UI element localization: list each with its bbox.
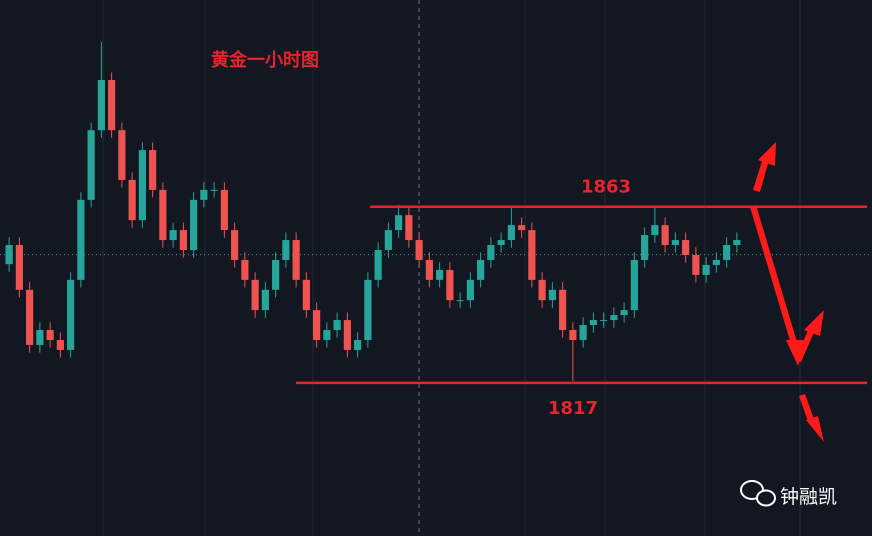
candle-body [610,315,618,321]
candle-body [313,310,321,340]
candle-body [559,289,567,331]
candle-body [702,264,710,275]
candle-body [67,279,75,350]
candle-body [630,259,638,311]
candle-body [138,150,146,221]
candle-body [108,80,116,131]
candle-body [87,130,95,200]
candle-body [579,325,587,340]
candle-body [425,259,433,280]
arrow-head [804,310,824,336]
candle-body [589,320,597,326]
candle-body [641,235,649,260]
candle-body [456,300,464,302]
candle-body [302,279,310,311]
arrow-head [758,142,776,166]
candle-body [272,259,280,290]
candle-body [384,230,392,251]
candle-body [46,330,54,340]
candle-body [528,230,536,280]
candle-body [548,289,556,301]
candle-body [538,279,546,301]
candle-body [179,230,187,251]
candle-body [395,215,403,231]
candle-body [292,240,300,280]
candle-body [497,240,505,246]
arrow-shaft [795,328,815,362]
candle-body [600,320,608,322]
chart-title: 黄金一小时图 [211,49,319,71]
candle-body [159,189,167,241]
candle-body [261,289,269,311]
candle-body [712,259,720,265]
wechat-icon [756,489,776,507]
candle-body [210,189,218,191]
candle-body [682,240,690,255]
candle-body [518,225,526,231]
candle-body [169,230,177,241]
candle-body [56,339,64,350]
arrow-shaft [753,158,769,192]
candle-body [477,259,485,280]
candle-body [507,225,515,241]
candle-body [446,269,454,301]
candle-body [128,179,136,221]
candle-body [282,240,290,260]
candle-body [343,320,351,350]
candle-body [220,189,228,231]
candle-body [15,245,23,290]
candle-body [241,259,249,280]
level-label: 1817 [548,398,598,419]
candle-body [466,279,474,301]
candle-body [671,240,679,246]
candle-body [231,230,239,260]
candle-body [5,245,13,265]
candle-body [26,289,34,345]
candle-body [149,150,157,190]
candle-body [36,330,44,345]
candle-body [733,240,741,246]
candle-body [620,310,628,316]
candle-body [251,279,259,311]
arrow-head [806,416,824,442]
arrow-shaft [799,394,815,424]
candle-body [364,279,372,340]
candle-body [118,130,126,180]
candle-body [436,269,444,280]
candle-body [190,199,198,251]
candle-body [97,80,105,131]
arrows [750,142,824,442]
candle-body [405,215,413,241]
candle-body [487,245,495,260]
watermark: 钟融凯 [740,480,837,508]
candles [0,42,872,381]
candle-body [723,245,731,260]
candle-body [415,240,423,260]
candle-body [333,320,341,331]
level-label: 1863 [581,177,631,198]
candle-body [354,339,362,350]
candle-body [661,225,669,246]
candle-body [569,330,577,340]
candle-body [200,189,208,200]
candle-body [77,199,85,280]
candle-body [651,225,659,236]
candle-body [323,330,331,340]
candle-body [692,254,700,275]
candle-body [374,250,382,280]
watermark-text: 钟融凯 [780,486,837,508]
arrow-shaft [750,205,800,354]
